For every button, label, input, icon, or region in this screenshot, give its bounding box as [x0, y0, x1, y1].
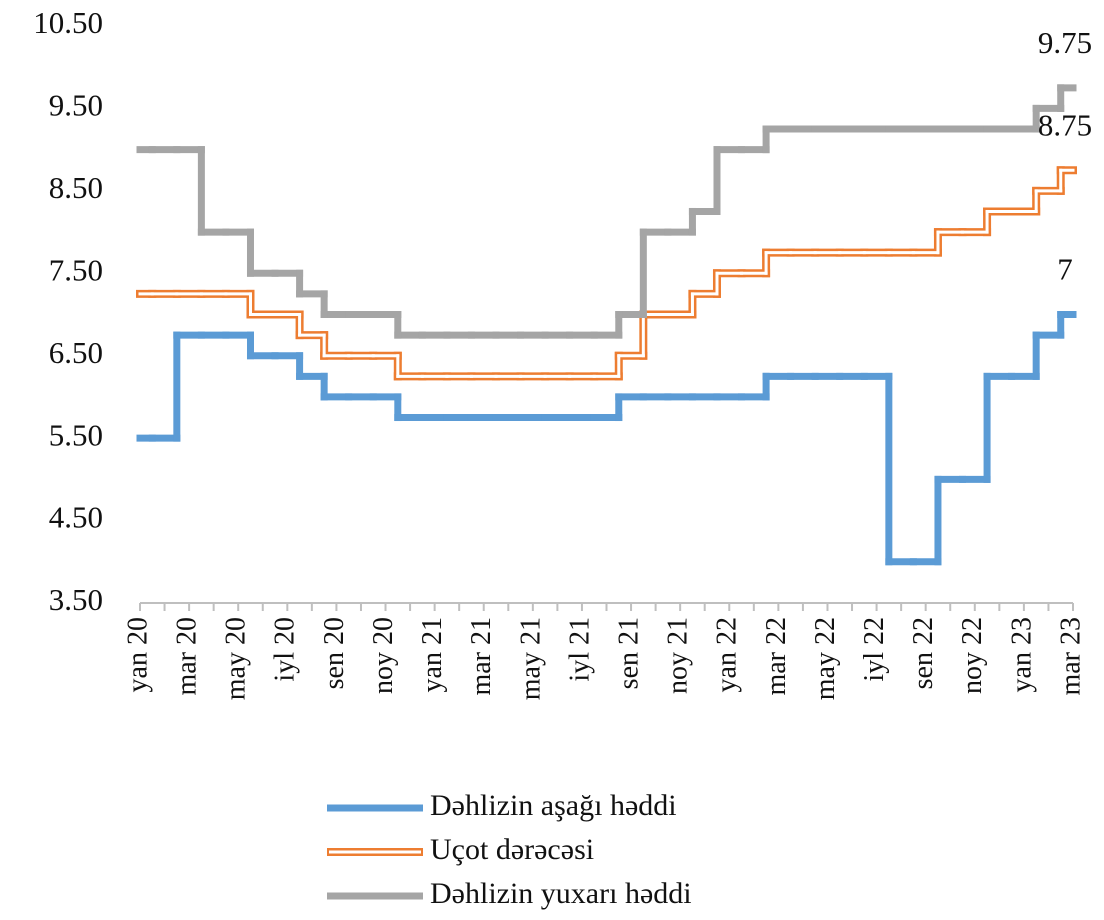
- x-tick-label: mar 23: [1055, 617, 1086, 696]
- y-tick-label: 10.50: [33, 5, 103, 40]
- x-tick-label: yan 23: [1006, 617, 1037, 692]
- y-tick-label: 6.50: [49, 335, 103, 370]
- x-tick-label: mar 21: [466, 617, 497, 696]
- x-tick-label: yan 20: [122, 617, 153, 692]
- end-label: 8.75: [1038, 107, 1092, 142]
- x-tick-label: noy 20: [368, 617, 399, 694]
- x-tick-label: may 21: [515, 617, 546, 700]
- series: [136, 166, 1077, 381]
- x-tick-label: noy 22: [957, 617, 988, 694]
- x-tick-label: sen 21: [613, 617, 644, 689]
- x-tick-label: sen 22: [908, 617, 939, 689]
- x-tick-label: may 22: [810, 617, 841, 700]
- x-tick-label: yan 21: [417, 617, 448, 692]
- y-tick-label: 8.50: [49, 170, 103, 205]
- plot-area: [136, 84, 1077, 566]
- x-tick-label: may 20: [221, 617, 252, 700]
- y-tick-label: 7.50: [49, 252, 103, 287]
- x-tick-label: iyl 22: [859, 617, 890, 682]
- y-tick-label: 4.50: [49, 500, 103, 535]
- legend-label: Dəhlizin aşağı həddi: [430, 789, 677, 822]
- y-tick-label: 3.50: [49, 582, 103, 617]
- legend-item: Dəhlizin yuxarı həddi: [327, 877, 692, 910]
- x-tick-label: iyl 21: [564, 617, 595, 682]
- legend-item: Uçot dərəcəsi: [327, 833, 594, 866]
- legend-item: Dəhlizin aşağı həddi: [327, 789, 677, 822]
- x-tick-label: mar 22: [761, 617, 792, 696]
- x-tick-label: iyl 20: [270, 617, 301, 682]
- end-label: 7: [1057, 252, 1073, 287]
- x-tick-label: yan 22: [712, 617, 743, 692]
- legend-label: Dəhlizin yuxarı həddi: [430, 877, 692, 910]
- legend-label: Uçot dərəcəsi: [430, 833, 594, 866]
- x-tick-label: noy 21: [663, 617, 694, 694]
- y-tick-label: 9.50: [49, 88, 103, 123]
- x-tick-label: sen 20: [319, 617, 350, 689]
- series: [136, 311, 1077, 566]
- series: [136, 84, 1077, 339]
- end-label: 9.75: [1038, 25, 1092, 60]
- y-tick-label: 5.50: [49, 417, 103, 452]
- x-tick-label: mar 20: [172, 617, 203, 696]
